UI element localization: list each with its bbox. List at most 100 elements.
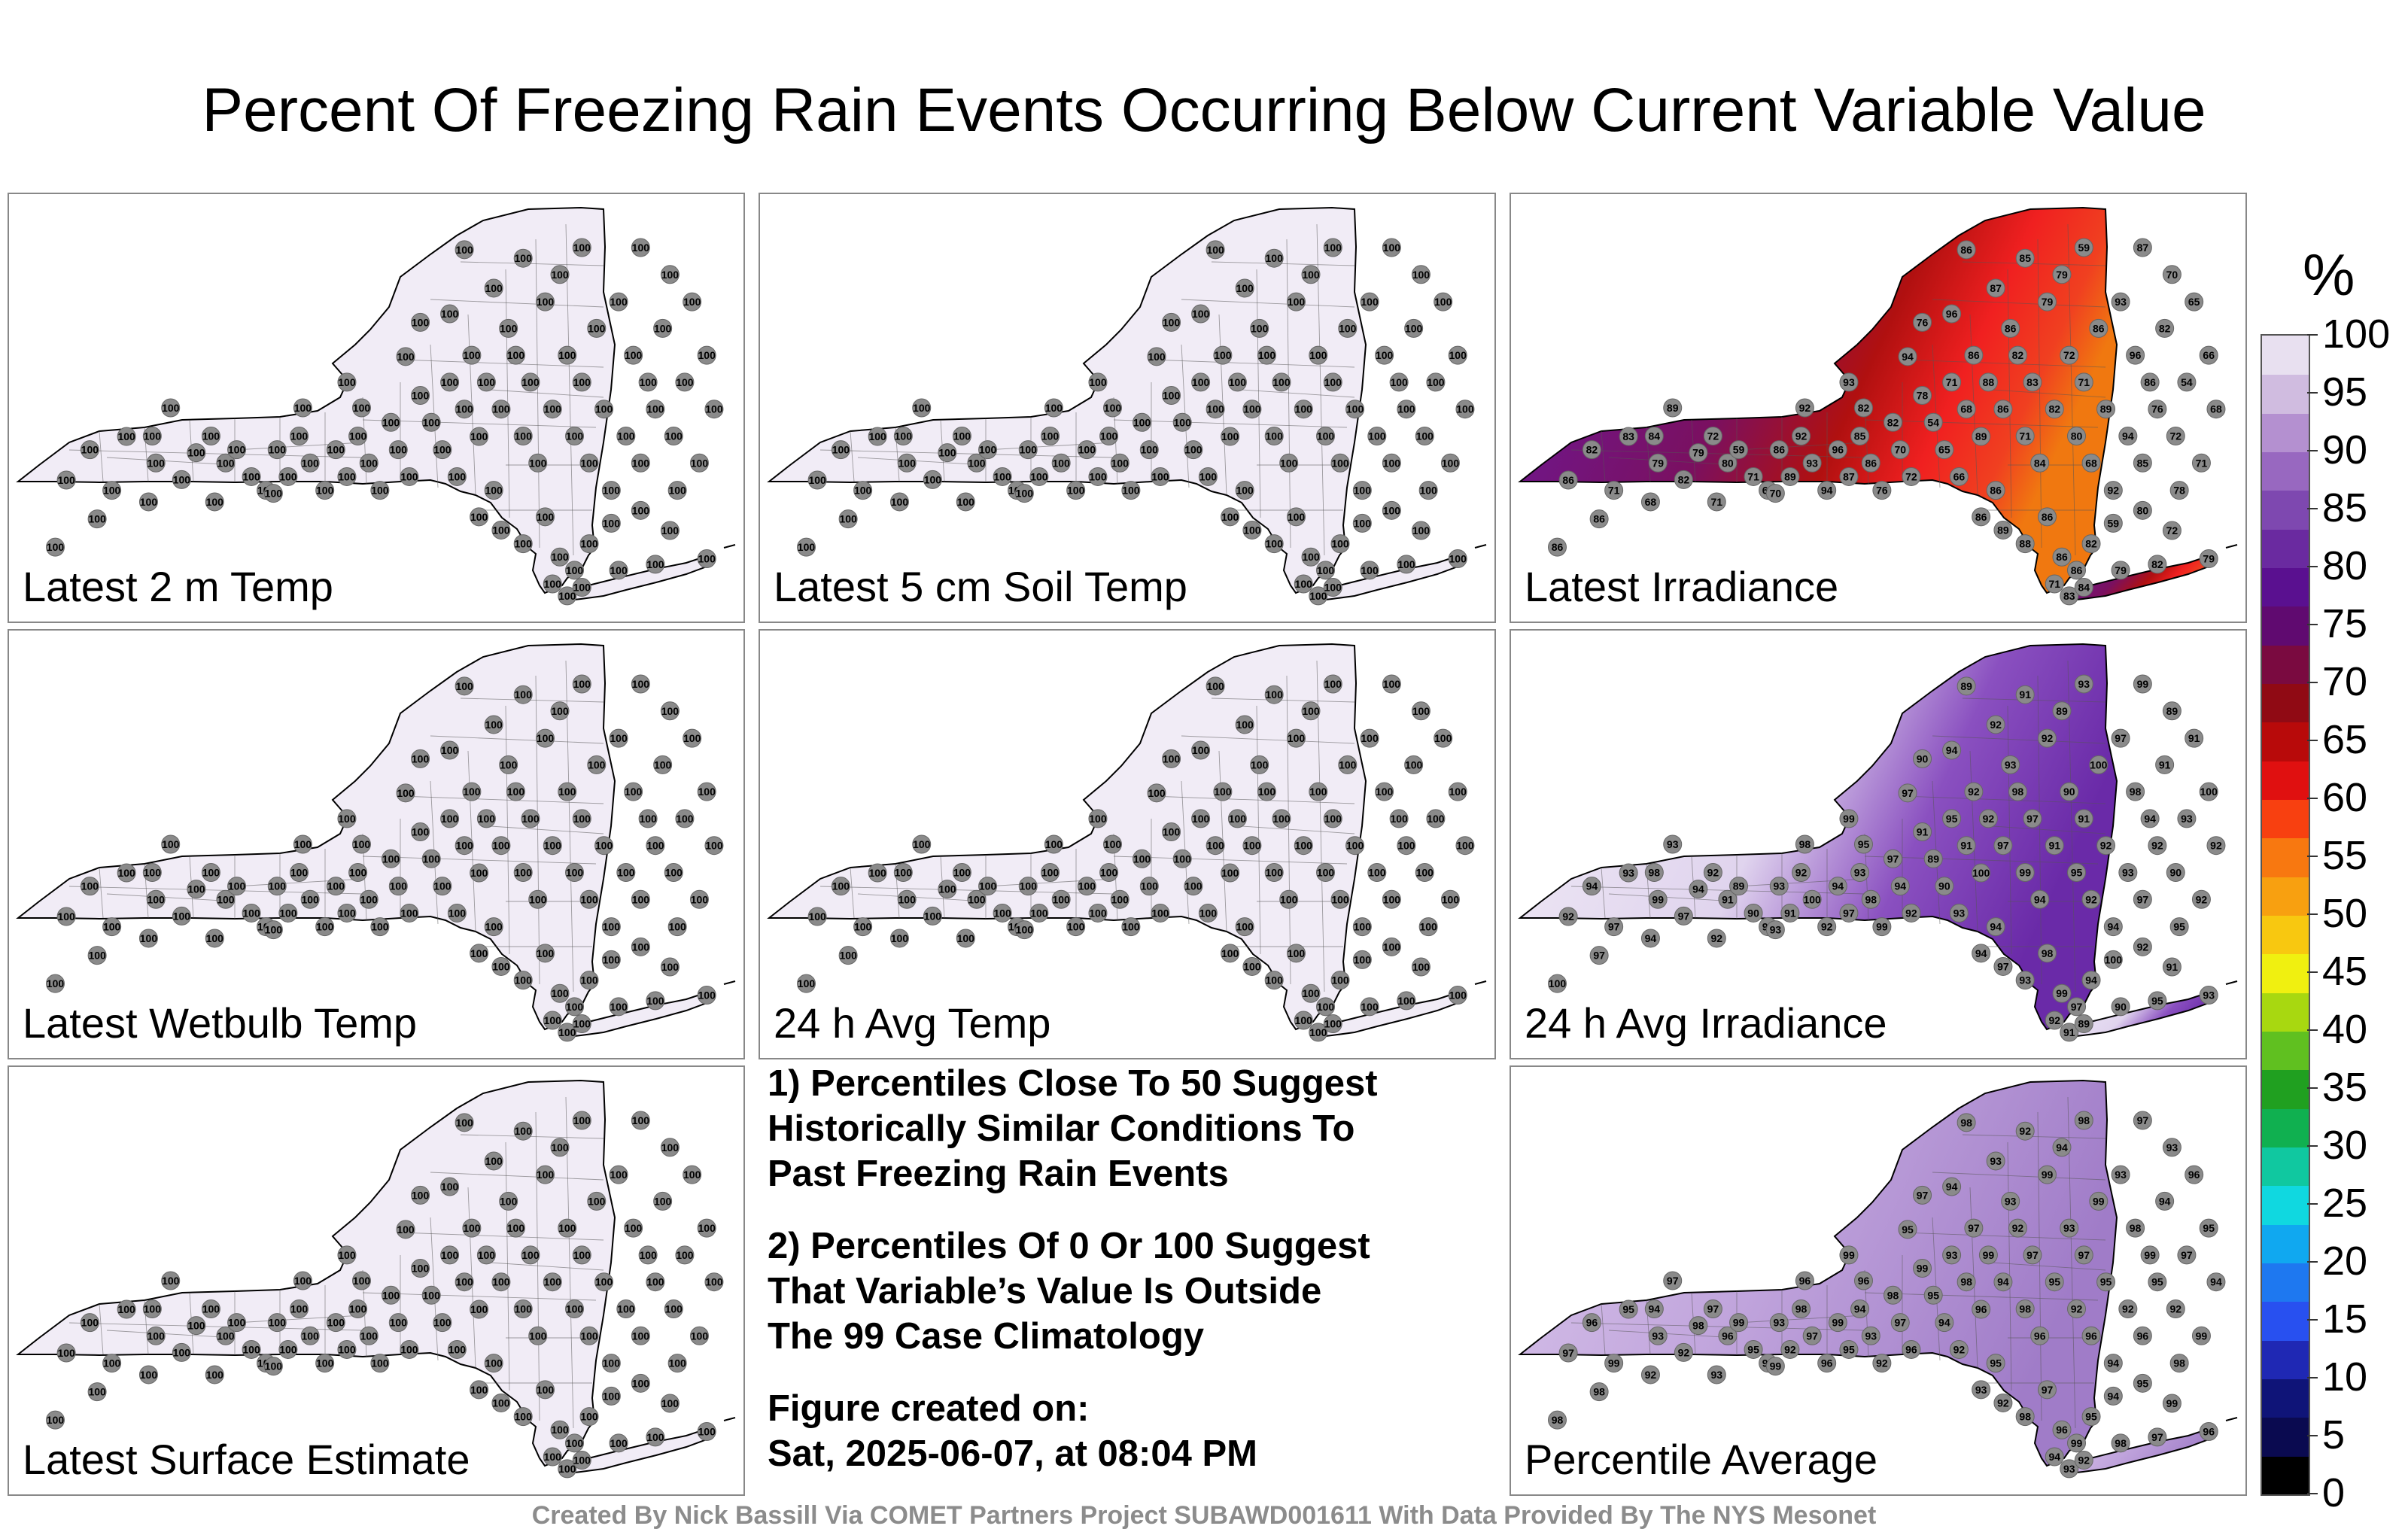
station-value: 76	[1917, 316, 1929, 328]
station-marker: 100	[1286, 944, 1306, 963]
station-value: 100	[832, 880, 850, 892]
station-marker: 100	[697, 549, 716, 569]
station-value: 100	[1174, 853, 1192, 865]
station-marker: 100	[889, 929, 909, 948]
panel-label: Latest Wetbulb Temp	[23, 999, 418, 1047]
station-marker: 91	[1913, 822, 1932, 842]
footer-credit: Created By Nick Bassill Via COMET Partne…	[531, 1501, 1877, 1530]
county-border	[400, 1232, 604, 1241]
station-value: 100	[1412, 705, 1431, 717]
station-value: 90	[1917, 752, 1929, 764]
station-marker: 100	[683, 292, 702, 312]
station-value: 100	[1419, 921, 1437, 933]
station-marker: 100	[455, 1113, 474, 1132]
station-marker: 100	[1411, 701, 1431, 721]
station-value: 100	[580, 457, 598, 469]
station-value: 99	[1917, 1263, 1929, 1275]
station-marker: 96	[1718, 1326, 1738, 1345]
station-value: 100	[265, 1360, 283, 1372]
station-marker: 100	[831, 877, 850, 896]
station-value: 98	[2115, 1437, 2127, 1449]
station-marker: 93	[1986, 1151, 2005, 1171]
station-value: 100	[463, 786, 481, 798]
station-marker: 80	[1718, 453, 1738, 473]
station-value: 100	[1104, 838, 1122, 850]
station-value: 100	[1243, 403, 1261, 415]
station-marker: 100	[187, 443, 206, 463]
station-marker: 100	[807, 470, 827, 490]
station-marker: 100	[912, 398, 932, 418]
station-marker: 100	[1415, 862, 1434, 882]
station-value: 100	[485, 282, 503, 294]
station-value: 96	[1799, 1275, 1811, 1287]
station-value: 95	[2173, 921, 2185, 933]
station-marker: 100	[521, 809, 540, 828]
station-marker: 100	[579, 534, 599, 554]
station-marker: 100	[267, 440, 287, 460]
colorbar-segment	[2262, 915, 2309, 955]
station-marker: 100	[535, 507, 555, 527]
coastline-fragment	[723, 544, 736, 549]
station-marker: 100	[1213, 345, 1233, 365]
station-value: 100	[566, 1302, 584, 1315]
station-marker: 100	[1397, 555, 1416, 574]
station-marker: 91	[2185, 728, 2204, 748]
station-marker: 100	[1191, 740, 1211, 760]
colorbar-unit: %	[2303, 242, 2355, 308]
colorbar-segment	[2262, 644, 2309, 684]
colorbar-tick-label: 70	[2322, 659, 2368, 704]
station-value: 100	[1397, 995, 1415, 1007]
station-marker: 100	[543, 1011, 562, 1030]
station-marker: 100	[616, 426, 636, 445]
station-value: 100	[412, 1263, 430, 1275]
county-border	[1151, 359, 1355, 368]
station-marker: 100	[528, 1326, 548, 1345]
station-value: 100	[515, 688, 533, 701]
station-marker: 100	[1088, 467, 1108, 486]
station-value: 95	[1843, 1343, 1855, 1355]
station-marker: 100	[1397, 836, 1416, 856]
station-marker: 100	[956, 492, 975, 512]
station-value: 92	[2169, 1302, 2181, 1315]
station-value: 100	[515, 974, 533, 986]
note-1-line-1: 1) Percentiles Close To 50 Suggest	[768, 1063, 1378, 1104]
coastline-fragment	[723, 1417, 736, 1421]
station-marker: 92	[1902, 903, 1921, 923]
station-marker: 71	[2074, 372, 2093, 392]
station-marker: 90	[2111, 997, 2130, 1017]
station-marker: 97	[2023, 809, 2042, 828]
station-marker: 98	[2126, 782, 2145, 801]
station-marker: 93	[1765, 920, 1785, 940]
colorbar-tick-mark	[2307, 913, 2318, 915]
station-value: 82	[1858, 402, 1870, 414]
station-marker: 100	[1162, 822, 1181, 842]
station-value: 100	[397, 351, 415, 363]
station-value: 100	[665, 430, 683, 442]
station-value: 93	[1770, 924, 1782, 936]
station-value: 79	[1692, 447, 1704, 459]
station-marker: 100	[506, 345, 525, 365]
station-marker: 95	[2067, 862, 2087, 882]
station-value: 97	[1843, 907, 1855, 919]
station-marker: 91	[2015, 685, 2035, 704]
station-marker: 100	[484, 481, 503, 500]
colorbar-segment	[2262, 1108, 2309, 1147]
station-marker: 99	[1978, 1245, 1998, 1265]
station-value: 100	[1163, 390, 1181, 402]
station-marker: 100	[609, 1165, 628, 1184]
station-marker: 94	[1582, 877, 1601, 896]
station-marker: 100	[1309, 345, 1328, 365]
panel-latest-2m-temp: 100 100 100 100 100 100 100 100 100 100 100 100 100 1…	[8, 193, 745, 623]
station-value: 92	[2210, 840, 2222, 852]
station-marker: 100	[631, 1326, 650, 1345]
colorbar-segment	[2262, 567, 2309, 607]
notes-block: 1) Percentiles Close To 50 Suggest Histo…	[768, 1061, 1475, 1503]
station-marker: 66	[2199, 345, 2218, 365]
station-marker: 93	[1769, 1313, 1789, 1333]
station-marker: 68	[2206, 400, 2226, 419]
station-value: 100	[1449, 553, 1467, 565]
station-value: 91	[1960, 840, 1972, 852]
station-value: 95	[2137, 1377, 2149, 1389]
station-marker: 100	[579, 971, 599, 990]
